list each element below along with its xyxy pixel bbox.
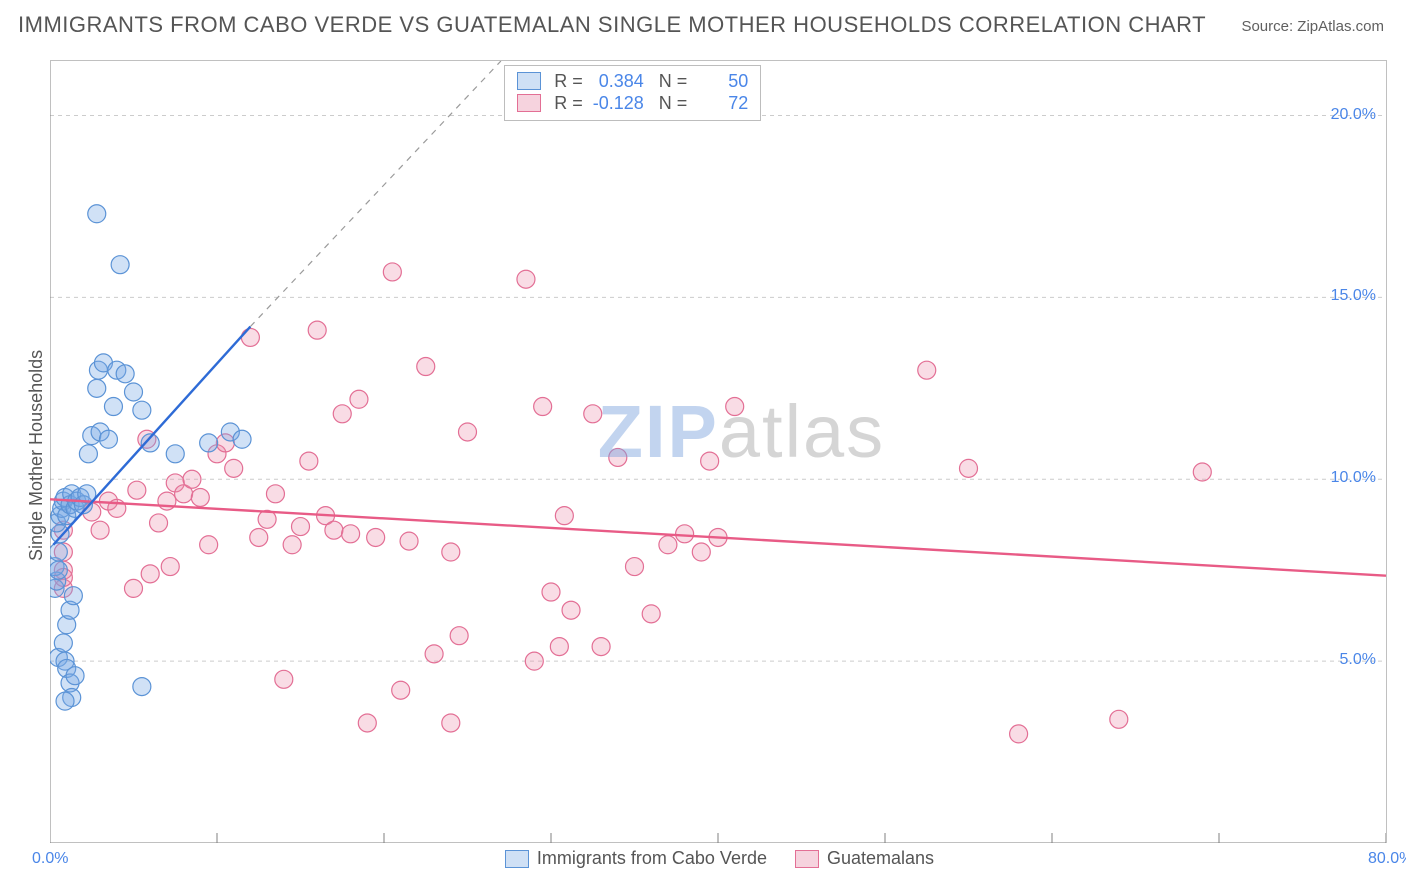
legend-row: R = 0.384 N = 50 (517, 70, 748, 92)
series-legend: Immigrants from Cabo Verde Guatemalans (491, 848, 948, 869)
y-tick-label: 5.0% (1340, 651, 1376, 669)
x-tick-label: 0.0% (32, 850, 68, 868)
x-tick-label: 80.0% (1368, 850, 1406, 868)
y-tick-label: 10.0% (1331, 469, 1376, 487)
legend-item: Guatemalans (795, 848, 934, 869)
chart-title: IMMIGRANTS FROM CABO VERDE VS GUATEMALAN… (18, 12, 1206, 38)
chart-container: { "title": "IMMIGRANTS FROM CABO VERDE V… (0, 0, 1406, 892)
correlation-legend: R = 0.384 N = 50 R = -0.128 N = 72 (504, 65, 761, 121)
y-axis-label: Single Mother Households (26, 350, 47, 561)
source-label: Source: ZipAtlas.com (1241, 18, 1384, 35)
legend-item: Immigrants from Cabo Verde (505, 848, 767, 869)
legend-swatch (517, 72, 541, 90)
legend-swatch (795, 850, 819, 868)
plot-area: ZIPatlas R = 0.384 N = 50 R = -0.128 N =… (50, 60, 1387, 843)
legend-swatch (505, 850, 529, 868)
legend-swatch (517, 94, 541, 112)
y-tick-label: 15.0% (1331, 287, 1376, 305)
y-tick-label: 20.0% (1331, 106, 1376, 124)
chart-svg (50, 61, 1386, 843)
legend-row: R = -0.128 N = 72 (517, 92, 748, 114)
